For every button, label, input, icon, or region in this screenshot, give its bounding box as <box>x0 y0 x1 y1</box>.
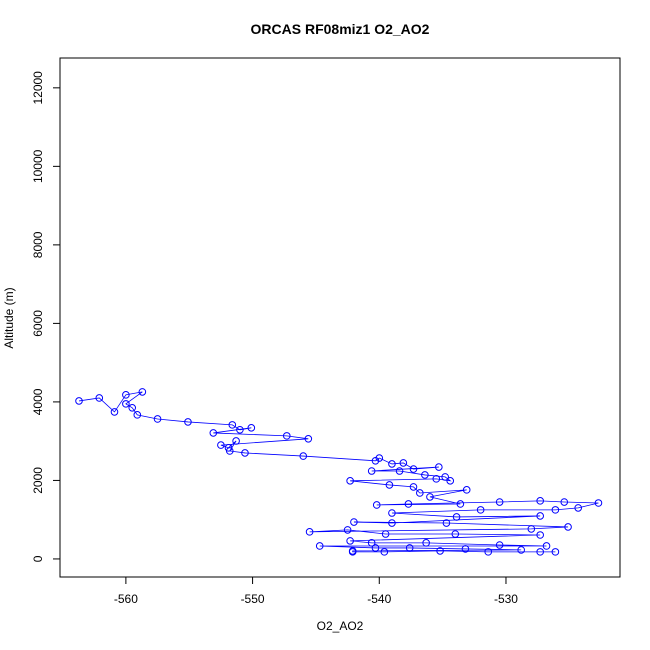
data-point <box>348 548 357 556</box>
y-tick-label: 10000 <box>31 149 45 183</box>
data-point <box>452 513 461 521</box>
data-point <box>299 452 308 460</box>
data-point <box>536 512 544 520</box>
data-point <box>456 500 465 508</box>
data-point <box>461 545 470 553</box>
data-point <box>462 486 471 494</box>
data-point <box>436 547 444 555</box>
data-point <box>517 546 525 554</box>
data-point <box>236 425 244 434</box>
data-point <box>435 463 443 471</box>
data-point <box>75 397 83 405</box>
data-point <box>371 456 380 465</box>
plot-frame <box>59 57 621 578</box>
data-point <box>432 475 441 483</box>
data-point <box>350 518 358 526</box>
data-point <box>527 525 536 533</box>
data-point <box>232 437 240 445</box>
y-tick-label: 6000 <box>31 310 45 337</box>
data-point <box>110 408 119 416</box>
data-point <box>441 473 449 481</box>
y-tick-label: 8000 <box>31 231 45 258</box>
data-point <box>388 509 396 517</box>
data-point <box>564 523 572 531</box>
data-point <box>446 477 455 485</box>
y-axis-label: Altitude (m) <box>2 287 16 348</box>
data-point <box>128 403 137 412</box>
y-tick-label: 4000 <box>31 388 45 415</box>
data-point <box>343 526 352 534</box>
data-point <box>367 539 376 547</box>
data-point <box>346 477 354 485</box>
data-point <box>133 411 142 419</box>
data-point <box>247 424 256 432</box>
data-point <box>409 483 418 491</box>
data-point <box>560 498 569 506</box>
data-point <box>495 498 504 506</box>
x-tick-label: -540 <box>367 592 391 606</box>
data-point <box>388 460 396 468</box>
data-point <box>371 544 380 552</box>
data-point <box>209 429 218 437</box>
data-point <box>536 548 544 556</box>
x-tick-label: -560 <box>114 592 138 606</box>
data-point <box>385 481 394 489</box>
data-point <box>422 539 430 547</box>
data-point <box>551 548 560 556</box>
data-point <box>484 548 493 556</box>
data-line <box>78 391 599 553</box>
y-tick-label: 2000 <box>31 467 45 494</box>
data-point <box>375 454 384 462</box>
x-tick-label: -530 <box>494 592 518 606</box>
data-point <box>95 394 104 402</box>
data-point <box>542 542 551 550</box>
data-point <box>282 432 291 440</box>
data-point <box>574 504 582 512</box>
data-point <box>405 544 414 552</box>
data-point <box>372 501 381 509</box>
data-point <box>122 391 130 399</box>
data-point <box>381 530 390 538</box>
data-point <box>184 418 192 426</box>
data-point <box>451 530 460 538</box>
x-tick-label: -550 <box>241 592 265 606</box>
data-point <box>399 459 408 467</box>
data-point <box>404 500 413 508</box>
data-point <box>217 441 225 449</box>
x-axis-label: O2_AO2 <box>317 619 364 633</box>
data-point <box>476 506 485 514</box>
data-point <box>228 421 237 429</box>
data-point <box>138 388 147 396</box>
data-point <box>594 499 603 507</box>
data-point <box>536 531 544 539</box>
data-point <box>122 400 130 408</box>
y-tick-label: 12000 <box>31 71 45 105</box>
data-point <box>416 489 424 497</box>
data-point <box>304 435 313 443</box>
data-point <box>367 467 376 475</box>
data-point <box>388 519 396 527</box>
data-point <box>421 471 429 479</box>
data-point <box>395 467 404 475</box>
data-point <box>551 506 560 514</box>
data-point <box>153 415 162 423</box>
data-point <box>315 542 324 550</box>
data-point <box>426 493 434 501</box>
data-point <box>536 497 544 505</box>
data-point <box>380 548 389 556</box>
data-point <box>241 449 249 457</box>
data-point <box>225 447 234 455</box>
data-point <box>495 541 504 549</box>
data-point <box>346 537 354 545</box>
y-tick-label: 0 <box>31 555 45 562</box>
data-point <box>442 519 451 527</box>
data-point <box>409 465 418 473</box>
chart-title: ORCAS RF08miz1 O2_AO2 <box>251 21 430 37</box>
data-point <box>305 528 314 536</box>
